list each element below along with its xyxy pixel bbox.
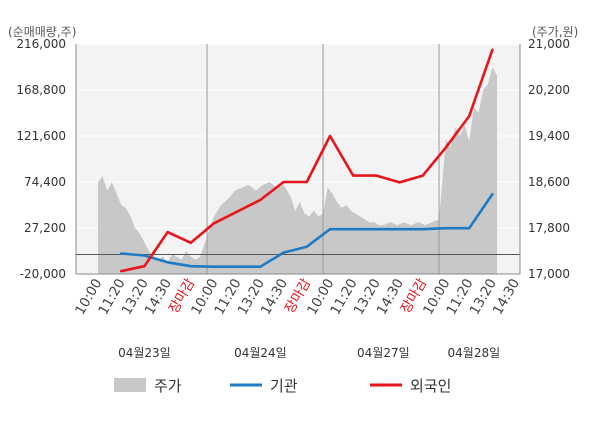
investor-lines-layer — [119, 48, 494, 273]
date-label: 04월23일 — [118, 346, 171, 360]
left-axis-ticks: 216,000 168,800 121,600 74,400 27,200 -20,000 — [16, 37, 66, 281]
legend: 주가 기관 외국인 — [114, 377, 451, 395]
right-tick-label: 18,600 — [528, 175, 570, 189]
series-line-institution — [119, 192, 494, 269]
legend-label: 외국인 — [410, 377, 451, 395]
right-tick-label: 17,800 — [528, 221, 570, 235]
right-tick-label: 17,000 — [528, 267, 570, 281]
axis-layer — [75, 44, 521, 275]
left-tick-label: 27,200 — [24, 221, 66, 235]
legend-label: 기관 — [270, 377, 298, 395]
left-tick-label: 216,000 — [16, 37, 66, 51]
legend-label: 주가 — [154, 377, 182, 395]
date-labels: 04월23일 04월24일 04월27일 04월28일 — [118, 346, 500, 360]
date-label: 04월27일 — [357, 346, 410, 360]
right-axis-unit: (주가,원) — [532, 25, 578, 39]
x-axis-ticks: 10:0011:2013:2014:30장마감10:0011:2013:2014… — [72, 276, 523, 318]
date-label: 04월24일 — [234, 346, 287, 360]
date-label: 04월28일 — [448, 346, 501, 360]
series-line-foreigner — [119, 48, 494, 273]
price-area-layer — [98, 67, 498, 274]
legend-swatch-price — [114, 378, 146, 392]
right-tick-label: 20,200 — [528, 83, 570, 97]
left-tick-label: 121,600 — [16, 129, 66, 143]
left-axis-unit: (순매매량,주) — [8, 25, 76, 39]
right-tick-label: 21,000 — [528, 37, 570, 51]
left-tick-label: -20,000 — [20, 267, 66, 281]
price-area — [98, 67, 498, 274]
right-axis-ticks: 21,000 20,200 19,400 18,600 17,800 17,000 — [528, 37, 570, 281]
left-tick-label: 74,400 — [24, 175, 66, 189]
left-tick-label: 168,800 — [16, 83, 66, 97]
right-tick-label: 19,400 — [528, 129, 570, 143]
